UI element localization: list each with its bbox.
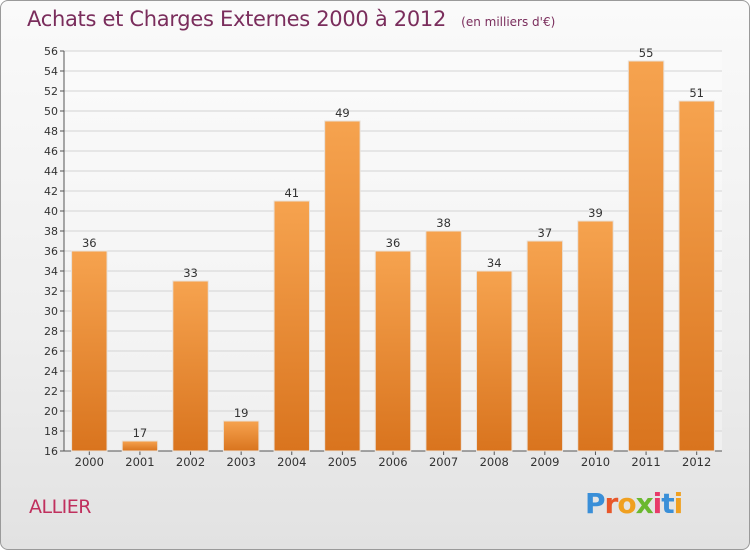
data-label-2010: 39	[588, 206, 603, 220]
data-label-2012: 51	[689, 86, 704, 100]
data-label-2008: 34	[487, 256, 502, 270]
logo-letter: t	[661, 487, 674, 520]
logo-letter: i	[673, 487, 684, 520]
y-tick-label: 50	[44, 105, 58, 118]
data-label-2009: 37	[538, 226, 553, 240]
chart-title: Achats et Charges Externes 2000 à 2012	[27, 7, 447, 31]
x-tick-label: 2002	[176, 455, 205, 469]
bar-2012	[678, 100, 715, 452]
bar-2001	[121, 440, 159, 452]
x-tick-label: 2011	[631, 455, 660, 469]
x-tick-label: 2005	[328, 455, 357, 469]
y-tick-label: 40	[44, 205, 58, 218]
bar-2008	[476, 270, 513, 452]
title-line: Achats et Charges Externes 2000 à 2012 (…	[27, 7, 555, 31]
y-tick-label: 26	[44, 345, 58, 358]
logo-letter: i	[652, 487, 663, 520]
bar-layer	[71, 60, 715, 452]
y-tick-label: 48	[44, 125, 58, 138]
bar-2005	[324, 120, 361, 452]
bar-2007	[425, 230, 462, 452]
bar-2002	[172, 280, 209, 452]
logo-letter: x	[635, 487, 654, 520]
x-tick-label: 2003	[227, 455, 256, 469]
data-label-2004: 41	[284, 186, 299, 200]
y-tick-label: 22	[44, 385, 58, 398]
data-label-2003: 19	[234, 406, 249, 420]
y-tick-label: 46	[44, 145, 58, 158]
proxiti-logo[interactable]: Proxiti	[585, 487, 684, 520]
y-tick-label: 52	[44, 85, 58, 98]
y-tick-label: 54	[44, 65, 58, 78]
data-label-2002: 33	[183, 266, 198, 280]
bar-2011	[627, 60, 665, 452]
data-label-2006: 36	[386, 236, 401, 250]
y-tick-label: 44	[44, 165, 58, 178]
x-tick-label: 2001	[125, 455, 154, 469]
label-layer: 2000 36 2001 17 2002 33 2003 19 2004 41 2005 49 2006…	[75, 46, 712, 469]
y-tick-label: 20	[44, 405, 58, 418]
x-tick-label: 2004	[277, 455, 306, 469]
bar-2004	[273, 200, 310, 452]
y-tick-label: 24	[44, 365, 58, 378]
bar-2009	[526, 240, 564, 452]
x-tick-label: 2006	[378, 455, 407, 469]
y-tick-label: 32	[44, 285, 58, 298]
y-tick-label: 36	[44, 245, 58, 258]
y-tick-label: 42	[44, 185, 58, 198]
y-tick-label: 38	[44, 225, 58, 238]
region-label: ALLIER	[29, 496, 91, 518]
x-tick-label: 2007	[429, 455, 458, 469]
data-label-2000: 36	[82, 236, 97, 250]
bar-2010	[577, 220, 614, 452]
y-tick-label: 56	[44, 45, 58, 58]
data-label-2007: 38	[436, 216, 451, 230]
y-tick-label: 28	[44, 325, 58, 338]
y-tick-label: 18	[44, 425, 58, 438]
x-tick-label: 2012	[682, 455, 711, 469]
y-tick-label: 34	[44, 265, 58, 278]
x-tick-label: 2009	[530, 455, 559, 469]
logo-letter: P	[585, 487, 606, 520]
bar-2003	[222, 420, 260, 452]
x-tick-label: 2008	[480, 455, 509, 469]
x-tick-label: 2000	[75, 455, 104, 469]
logo-letter: r	[604, 487, 619, 520]
bar-2006	[374, 250, 412, 452]
axis-layer: 16 18 20 22 24 26 28 30 32 34 36 38 40 42 44 46 48 50 52 54…	[44, 45, 722, 458]
bar-2000	[71, 250, 108, 452]
y-tick-label: 30	[44, 305, 58, 318]
x-tick-label: 2010	[581, 455, 610, 469]
data-label-2005: 49	[335, 106, 350, 120]
data-label-2011: 55	[639, 46, 654, 60]
logo-letter: o	[617, 487, 636, 520]
chart-subtitle: (en milliers d'€)	[461, 15, 556, 29]
data-label-2001: 17	[133, 426, 148, 440]
y-tick-label: 16	[44, 445, 58, 458]
